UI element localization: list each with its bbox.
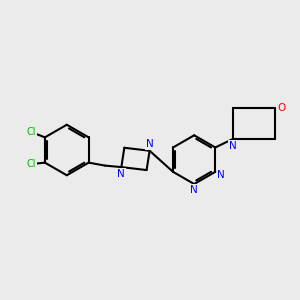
Text: Cl: Cl (27, 159, 36, 169)
Text: N: N (217, 170, 225, 180)
Text: Cl: Cl (27, 127, 36, 137)
Text: N: N (229, 141, 236, 151)
Text: O: O (278, 103, 286, 113)
Text: N: N (146, 139, 154, 149)
Text: N: N (190, 185, 198, 195)
Text: N: N (118, 169, 125, 178)
